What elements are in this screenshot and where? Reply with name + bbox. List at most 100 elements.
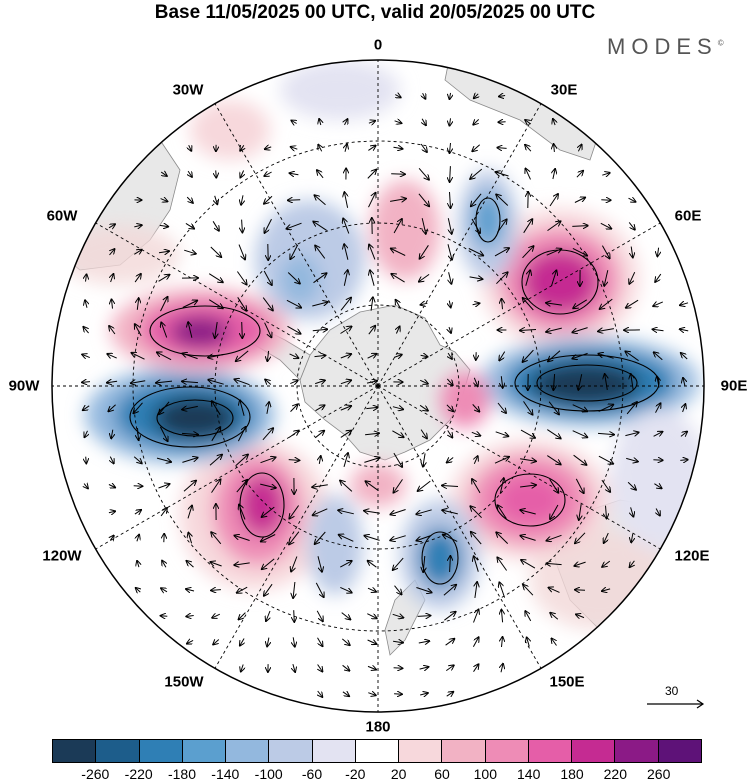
wind-arrow-103 [420, 245, 429, 258]
wind-arrow-343 [579, 504, 581, 520]
wind-arrow-148 [396, 300, 401, 309]
wind-arrow-2 [450, 92, 451, 99]
wind-arrow-169 [312, 329, 327, 330]
wind-arrow-107 [522, 246, 534, 259]
wind-arrow-261 [262, 428, 273, 441]
wind-arrow-299 [626, 458, 638, 461]
wind-arrow-88 [572, 226, 587, 227]
wind-arrow-52 [186, 196, 193, 203]
wind-arrow-62 [450, 191, 451, 208]
wind-arrow-289 [364, 458, 379, 463]
wind-arrow-387 [630, 560, 635, 567]
wind-arrow-315 [418, 480, 431, 491]
wind-arrow-330 [239, 505, 246, 520]
wind-arrow-48 [576, 171, 583, 178]
wind-arrow-272 [547, 429, 560, 439]
wind-arrow-351 [211, 532, 222, 545]
wind-arrow-347 [110, 536, 113, 541]
wind-arrow-262 [289, 431, 298, 438]
wind-arrow-308 [236, 480, 247, 493]
wind-arrow-233 [159, 401, 170, 414]
wind-arrow-393 [264, 583, 273, 596]
wind-arrow-383 [521, 560, 536, 569]
wind-arrow-269 [471, 432, 480, 435]
wind-arrow-398 [394, 585, 402, 595]
lon-label-180: 180 [365, 718, 391, 736]
wind-arrow-217 [366, 381, 377, 383]
wind-arrow-135 [655, 273, 662, 282]
logo-mark: © [717, 38, 724, 48]
wind-arrow-386 [602, 560, 611, 567]
wind-arrow-124 [370, 270, 375, 286]
wind-arrow-221 [474, 377, 477, 386]
wind-arrow-286 [288, 460, 300, 461]
wind-arrow-418 [444, 612, 455, 621]
wind-arrow-83 [448, 218, 451, 234]
wind-arrow-114 [111, 274, 114, 283]
wind-arrow-31 [578, 145, 581, 152]
wind-arrow-366 [604, 532, 609, 543]
colorbar-swatch-5 [269, 740, 313, 762]
wind-arrow-306 [183, 481, 196, 492]
wind-arrow-449 [501, 664, 503, 673]
wind-arrow-84 [471, 218, 480, 233]
wind-arrow-249 [572, 404, 588, 412]
wind-arrow-23 [368, 146, 375, 151]
wind-arrow-250 [598, 405, 614, 412]
colorbar-labels: -260 -220 -180 -140 -100 -60 -20 20 60 100 140 180 2… [52, 766, 702, 783]
wind-arrow-79 [343, 219, 350, 234]
wind-arrow-127 [449, 272, 452, 284]
wind-arrow-85 [496, 220, 506, 233]
wind-arrow-380 [450, 556, 451, 573]
wind-arrow-334 [338, 510, 354, 515]
wind-arrow-60 [390, 199, 406, 202]
wind-arrow-141 [208, 299, 223, 309]
wind-arrow-143 [262, 297, 273, 311]
wind-arrow-138 [137, 298, 138, 310]
wind-arrow-187 [208, 354, 224, 357]
wind-arrow-292 [447, 458, 454, 463]
lon-label-90w: 90W [8, 377, 40, 395]
wind-arrow-18 [240, 145, 244, 150]
wind-arrow-40 [367, 170, 376, 179]
wind-arrow-432 [393, 641, 403, 642]
lon-label-120e: 120E [674, 547, 710, 565]
wind-arrow-285 [260, 457, 276, 464]
wind-arrow-419 [473, 610, 479, 623]
wind-arrow-265 [365, 433, 379, 435]
wind-arrow-180 [653, 329, 664, 330]
wind-arrow-213 [265, 380, 272, 385]
wind-arrow-279 [110, 456, 113, 464]
logo-text: MODES [607, 34, 718, 59]
wind-arrow-296 [547, 455, 560, 465]
wind-arrow-71 [134, 225, 141, 227]
wind-arrow-145 [312, 302, 327, 307]
colorbar-tick-label: -100 [254, 766, 283, 782]
wind-arrow-281 [156, 457, 171, 462]
wind-arrow-105 [468, 248, 483, 256]
wind-arrow-115 [134, 274, 141, 283]
lon-label-0: 0 [373, 36, 383, 54]
wind-arrow-1 [423, 92, 426, 99]
wind-arrow-164 [188, 322, 193, 338]
wind-arrow-111 [631, 246, 633, 258]
wind-arrow-291 [423, 453, 425, 466]
wind-arrow-45 [496, 172, 509, 177]
wind-arrow-427 [267, 637, 269, 647]
wind-arrow-104 [447, 244, 452, 259]
wind-arrow-275 [625, 432, 638, 435]
wind-arrow-51 [160, 199, 168, 202]
wind-arrow-259 [211, 427, 220, 442]
colorbar-swatch-7 [355, 740, 400, 762]
wind-arrow-183 [107, 354, 117, 358]
wind-arrow-58 [344, 192, 347, 208]
antarctica-land [299, 304, 471, 461]
colorbar-tick-label: 100 [473, 766, 497, 782]
wind-arrow-64 [496, 195, 509, 206]
wind-arrow-333 [313, 508, 328, 515]
wind-arrow-416 [392, 614, 404, 617]
wind-arrow-362 [496, 532, 509, 544]
lon-label-150w: 150W [164, 673, 204, 691]
wind-arrow-78 [313, 222, 327, 231]
